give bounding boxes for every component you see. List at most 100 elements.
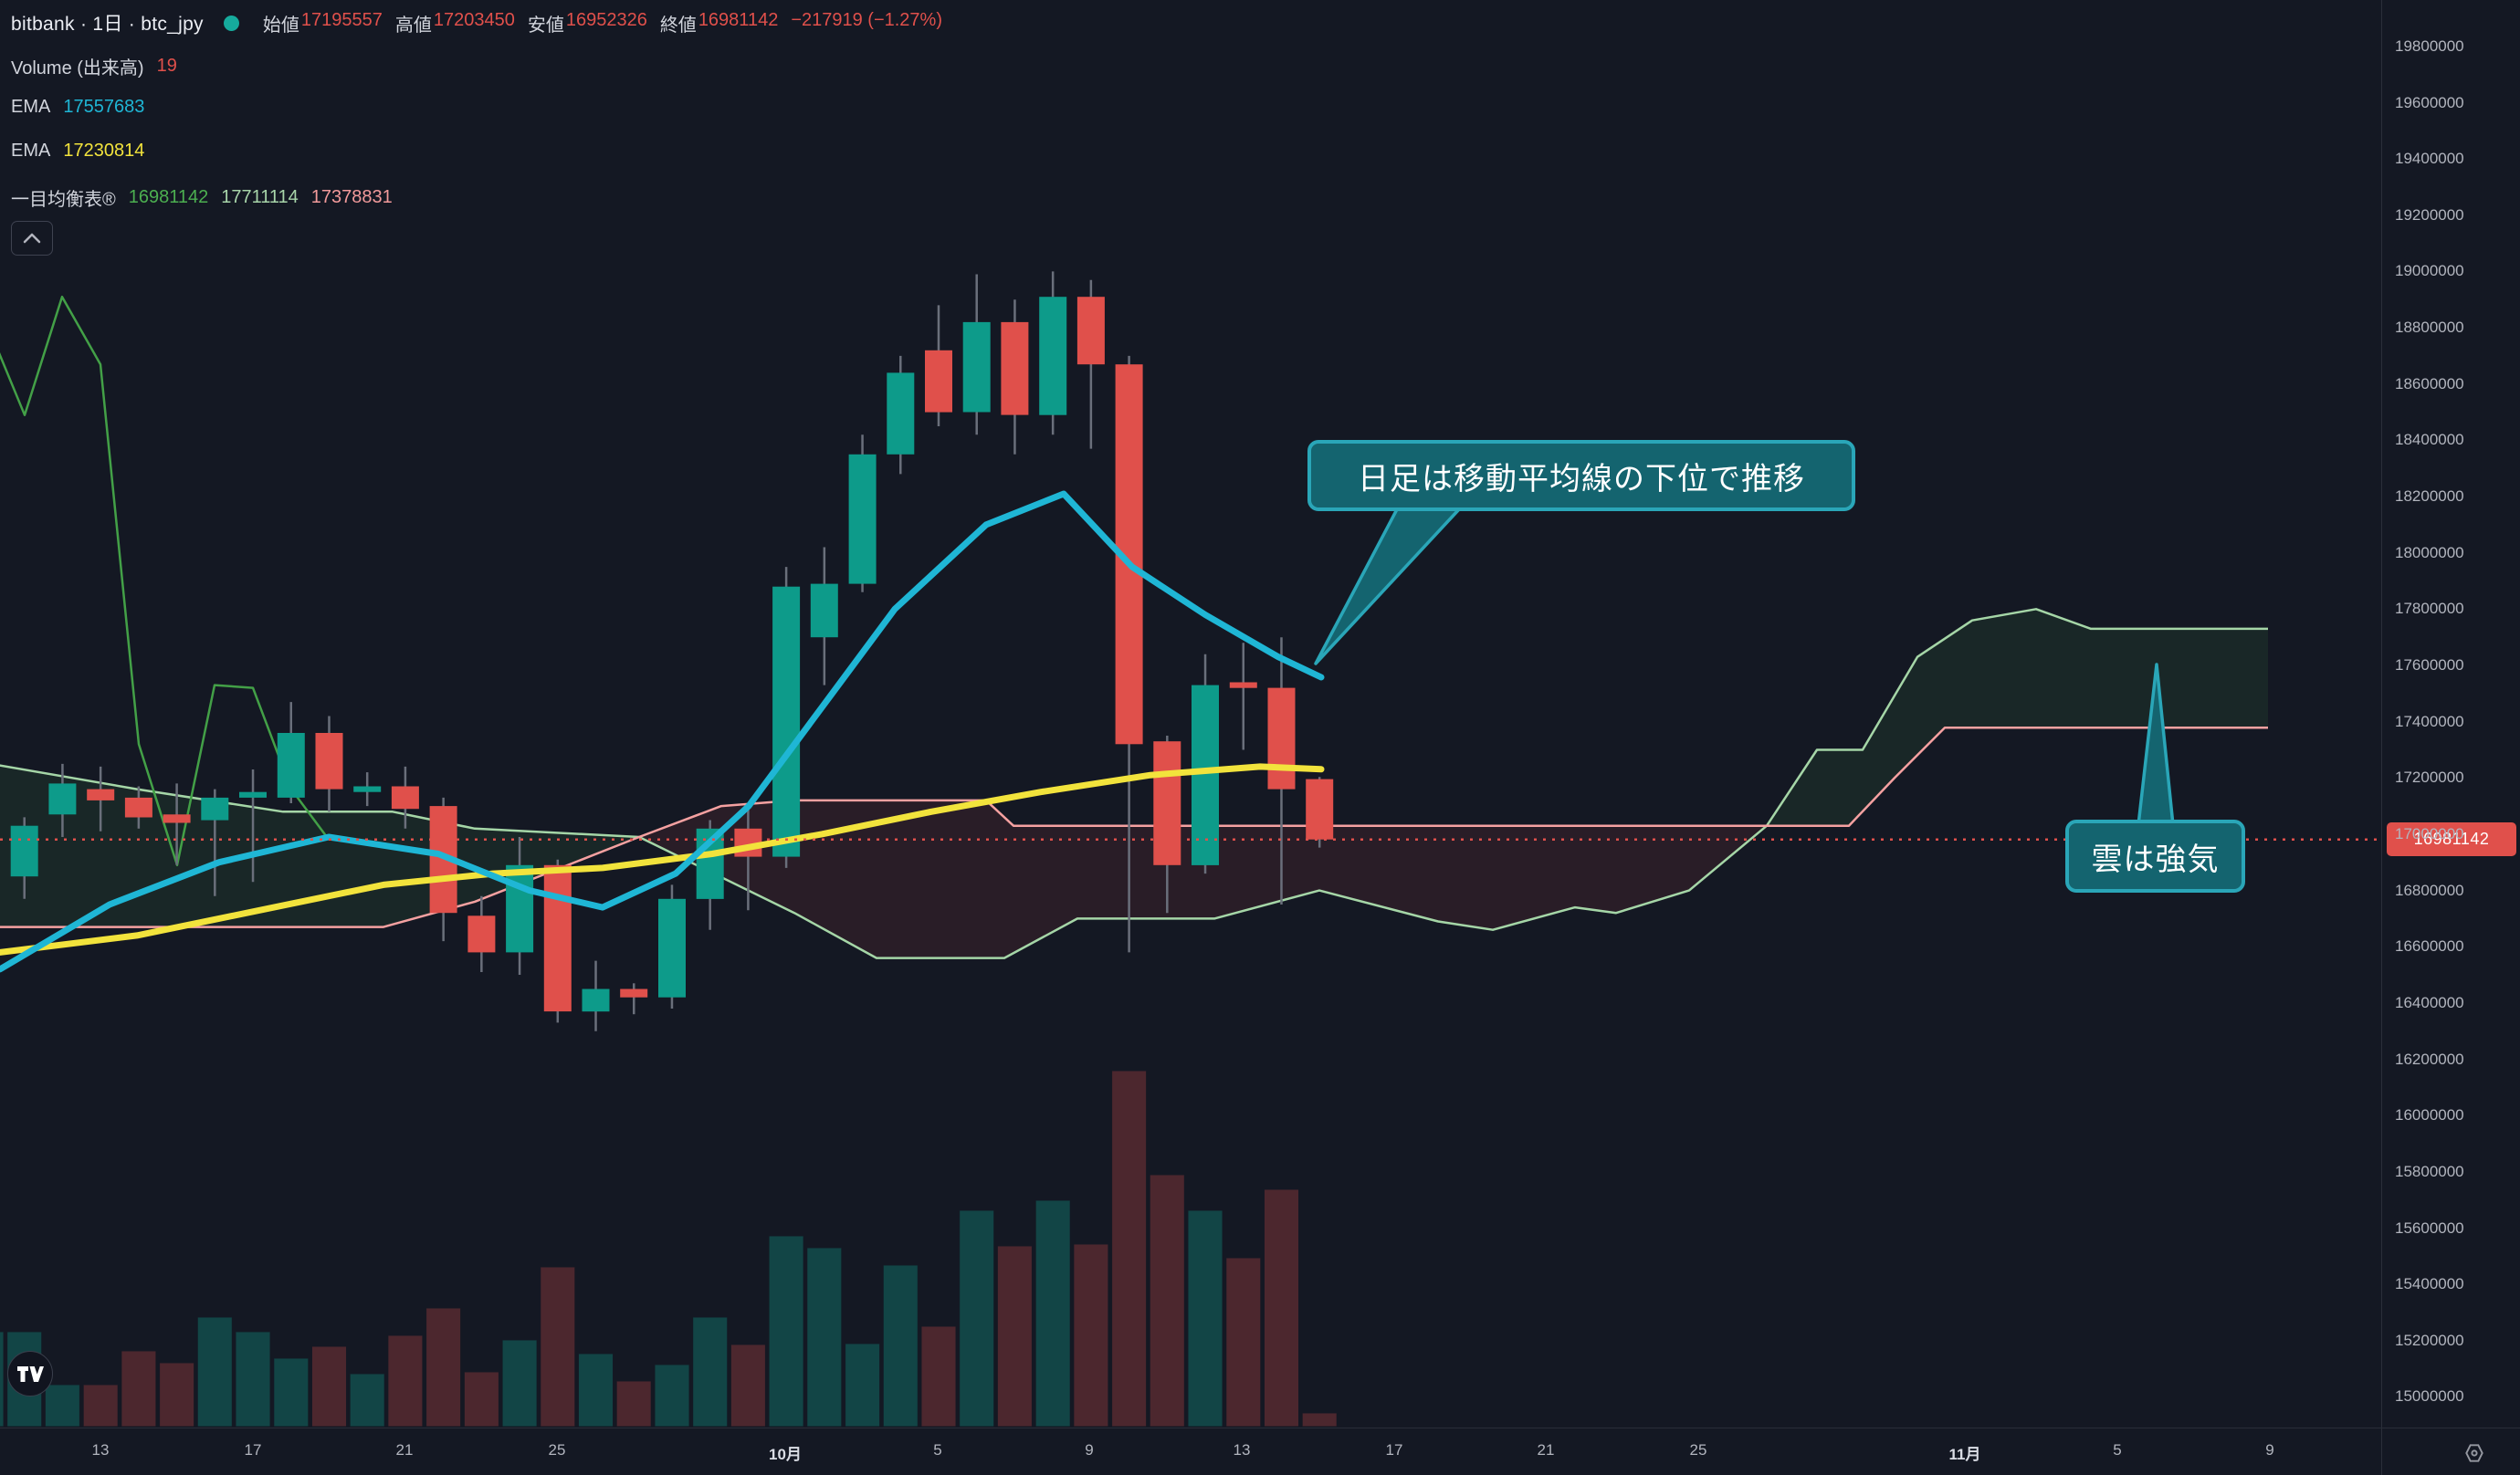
annotation-tail-0[interactable] xyxy=(1314,507,1461,665)
volume-bar xyxy=(1264,1188,1299,1428)
ichimoku-value-2: 17711114 xyxy=(221,187,299,207)
time-axis-tick: 17 xyxy=(244,1441,262,1459)
volume-value: 19 xyxy=(156,56,177,76)
close-value: 16981142 xyxy=(698,9,779,30)
price-axis-tick: 19000000 xyxy=(2395,262,2464,280)
volume-bar xyxy=(996,1245,1033,1428)
candle-body xyxy=(124,797,152,818)
price-axis-tick: 16000000 xyxy=(2395,1106,2464,1125)
candle-body xyxy=(1267,687,1296,790)
candle-body xyxy=(48,783,77,815)
annotation-callout-cloud[interactable]: 雲は強気 xyxy=(2065,820,2245,893)
volume-bar xyxy=(82,1384,119,1428)
candle-body xyxy=(353,786,382,792)
legend-volume-row: Volume (出来高) 19 xyxy=(11,53,177,79)
candle-body xyxy=(163,814,191,823)
volume-bar xyxy=(463,1371,499,1428)
volume-bar xyxy=(1187,1209,1223,1428)
ichimoku-value-3: 17378831 xyxy=(310,187,393,207)
price-axis-tick: 16400000 xyxy=(2395,993,2464,1011)
volume-bar xyxy=(768,1235,804,1428)
tradingview-logo[interactable] xyxy=(7,1351,53,1397)
candle-body xyxy=(810,583,838,638)
candle-body xyxy=(315,733,343,790)
time-axis-tick: 25 xyxy=(1689,1441,1707,1459)
price-axis-tick: 19800000 xyxy=(2395,37,2464,55)
volume-bar xyxy=(425,1307,462,1428)
candle-body xyxy=(391,786,419,810)
ichimoku-cloud-bullish xyxy=(1767,609,2268,826)
open-label: 始値 xyxy=(262,15,299,36)
candle-body xyxy=(506,864,534,953)
low-value: 16952326 xyxy=(565,9,647,30)
close-label: 終値 xyxy=(659,15,697,36)
candle-body xyxy=(962,321,991,413)
candle-body xyxy=(925,350,952,413)
price-axis-tick: 17200000 xyxy=(2395,769,2464,787)
candle-body xyxy=(848,454,877,584)
time-axis-tick: 25 xyxy=(548,1441,566,1459)
volume-bar xyxy=(1225,1257,1262,1428)
volume-bar xyxy=(959,1209,995,1428)
volume-bar xyxy=(692,1316,729,1428)
axis-corner-divider xyxy=(2381,1428,2382,1475)
price-axis-tick: 15600000 xyxy=(2395,1219,2464,1237)
price-scale-settings-button[interactable] xyxy=(2454,1439,2494,1467)
volume-bar xyxy=(273,1357,310,1428)
candle-body xyxy=(87,789,115,800)
time-axis[interactable]: 13 17 21 25 10月 5 9 13 17 21 25 11月 5 9 xyxy=(0,1428,2520,1475)
price-axis-tick: 18600000 xyxy=(2395,374,2464,392)
ema-fast-line xyxy=(0,490,1325,973)
chevron-up-icon xyxy=(23,233,41,244)
volume-bar xyxy=(235,1331,271,1428)
volume-bar xyxy=(654,1364,690,1428)
chart-canvas[interactable] xyxy=(0,0,2381,1428)
candle-body xyxy=(201,797,229,821)
volume-bar xyxy=(501,1339,538,1428)
time-axis-tick: 21 xyxy=(1537,1441,1555,1459)
change-value: −217919 (−1.27%) xyxy=(791,9,942,30)
volume-bar xyxy=(806,1247,843,1428)
annotation-callout-ema[interactable]: 日足は移動平均線の下位で推移 xyxy=(1307,440,1855,511)
price-axis-tick: 17600000 xyxy=(2395,656,2464,674)
senkou-span-b-line xyxy=(0,726,2268,928)
candle-body xyxy=(1153,741,1181,865)
open-pair: 始値 17195557 xyxy=(263,10,383,37)
annotation-callout-ema-text: 日足は移動平均線の下位で推移 xyxy=(1358,461,1805,497)
volume-bar xyxy=(159,1362,195,1428)
volume-bar xyxy=(540,1266,576,1428)
ohlc-values: 始値 17195557 高値 17203450 安値 16952326 終値 16981… xyxy=(263,10,942,37)
price-axis-tick: 15800000 xyxy=(2395,1162,2464,1180)
candle-body xyxy=(467,915,496,953)
time-axis-tick: 5 xyxy=(2113,1441,2122,1459)
price-axis[interactable]: 16981142 19800000 19600000 19400000 1920000… xyxy=(2381,0,2520,1428)
senkou-span-a-line xyxy=(0,608,2268,959)
price-axis-tick: 17800000 xyxy=(2395,600,2464,618)
legend-collapse-button[interactable] xyxy=(11,221,53,256)
price-axis-tick: 19200000 xyxy=(2395,205,2464,224)
time-axis-tick: 5 xyxy=(933,1441,942,1459)
price-axis-tick: 19600000 xyxy=(2395,93,2464,111)
tradingview-logo-icon xyxy=(17,1365,44,1382)
volume-bar xyxy=(578,1353,614,1428)
legend-ema-slow-row: EMA 17230814 xyxy=(11,141,144,162)
candle-body xyxy=(1192,685,1219,865)
time-axis-tick: 11月 xyxy=(1948,1446,1981,1463)
price-axis-tick: 16800000 xyxy=(2395,881,2464,899)
candle-body xyxy=(620,989,648,998)
legend-ichimoku-row: 一目均衡表® 16981142 17711114 17378831 xyxy=(11,184,393,211)
price-axis-tick: 15000000 xyxy=(2395,1387,2464,1406)
volume-bar xyxy=(387,1334,424,1428)
candle-body xyxy=(658,898,686,998)
candle-body xyxy=(10,825,38,877)
volume-bar xyxy=(349,1373,385,1428)
candle-body xyxy=(1229,682,1257,688)
market-status-dot xyxy=(223,15,239,31)
volume-bar xyxy=(1149,1174,1185,1428)
candle-body xyxy=(277,733,305,798)
price-axis-tick: 16600000 xyxy=(2395,937,2464,956)
symbol-title: bitbank · 1日 · btc_jpy xyxy=(11,14,204,35)
ema-slow-value: 17230814 xyxy=(63,141,145,161)
time-axis-tick: 13 xyxy=(1233,1441,1251,1459)
